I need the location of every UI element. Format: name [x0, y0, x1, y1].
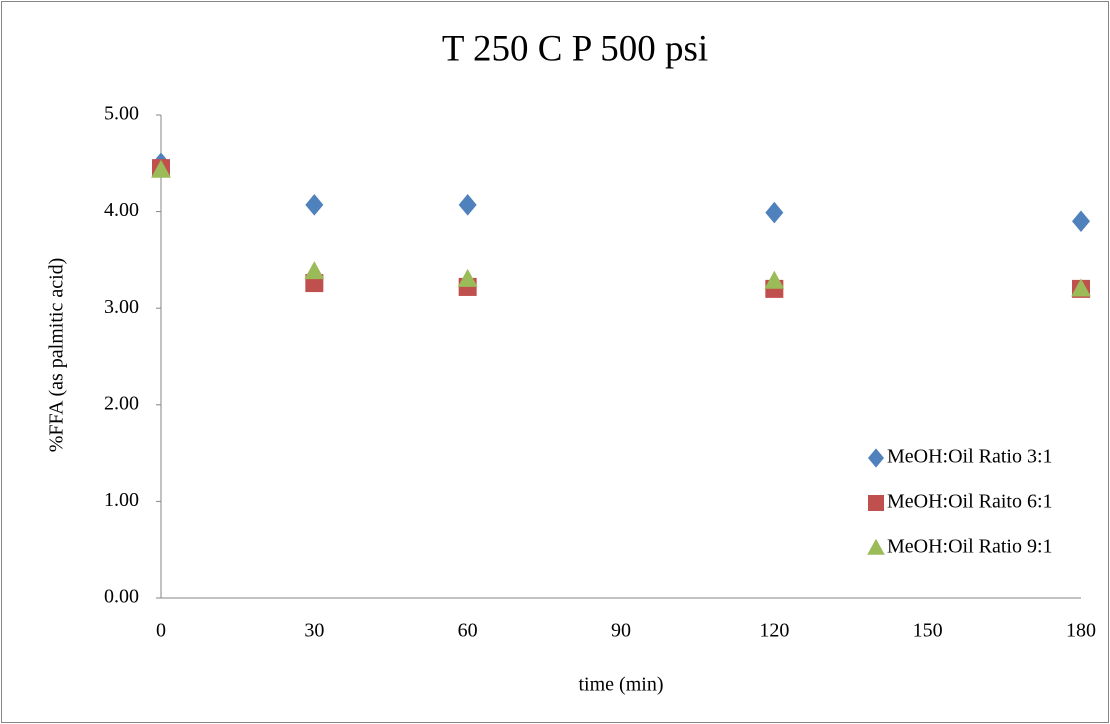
data-point — [457, 268, 478, 287]
x-tick-label: 120 — [759, 620, 789, 642]
data-point — [764, 270, 785, 289]
x-tick-label: 30 — [304, 620, 324, 642]
chart-title: T 250 C P 500 psi — [442, 28, 708, 69]
data-point — [765, 201, 784, 224]
legend-marker — [868, 495, 884, 511]
data-point — [458, 194, 477, 216]
y-tick-label: 1.00 — [104, 489, 139, 511]
data-point — [304, 261, 325, 280]
data-point — [1072, 210, 1090, 233]
x-tick-label: 150 — [913, 620, 943, 642]
data-point — [151, 159, 171, 178]
x-tick-label: 0 — [156, 620, 166, 642]
legend-marker — [867, 538, 885, 555]
y-tick-label: 4.00 — [104, 199, 139, 221]
legend-marker — [868, 448, 884, 468]
y-axis-label: %FFA (as palmitic acid) — [46, 258, 68, 453]
data-point — [1071, 278, 1091, 297]
y-tick-label: 5.00 — [104, 103, 139, 125]
x-tick-label: 90 — [611, 620, 631, 642]
legend-label: MeOH:Oil Ratio 3:1 — [887, 446, 1053, 468]
x-tick-label: 60 — [458, 620, 478, 642]
data-point — [305, 194, 324, 216]
legend-label: MeOH:Oil Ratio 9:1 — [887, 536, 1053, 558]
x-axis-label: time (min) — [579, 674, 664, 696]
x-tick-label: 180 — [1066, 620, 1096, 642]
legend-label: MeOH:Oil Raito 6:1 — [887, 491, 1053, 513]
y-tick-label: 3.00 — [104, 296, 139, 318]
y-tick-label: 2.00 — [104, 392, 139, 414]
y-tick-label: 0.00 — [104, 586, 139, 608]
